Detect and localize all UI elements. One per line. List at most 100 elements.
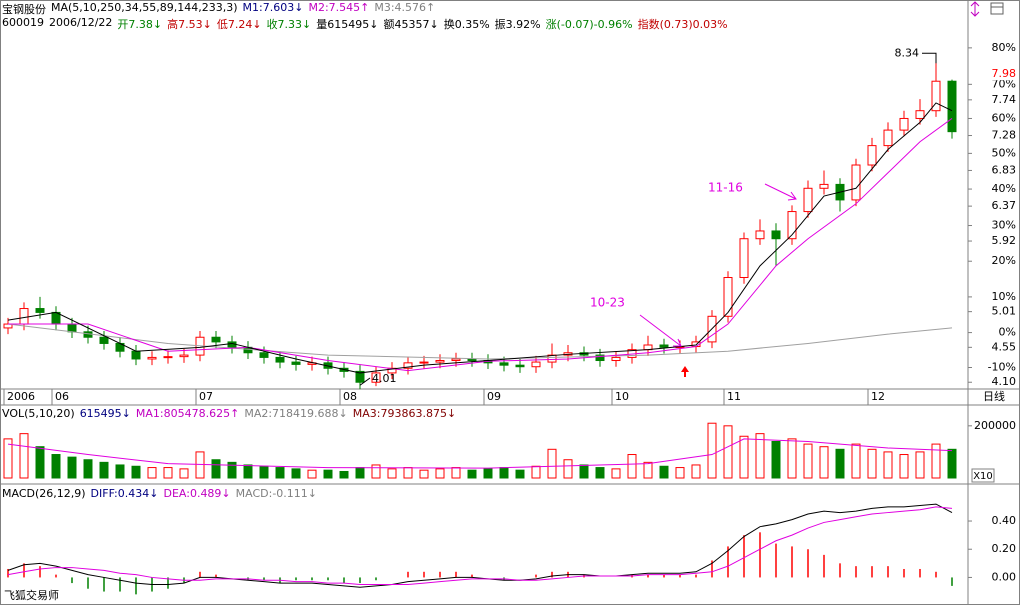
candle-body — [531, 361, 541, 368]
header-item: 振3.92% — [494, 18, 541, 31]
header-item: 额45357↓ — [383, 18, 439, 31]
volume-bar — [131, 465, 141, 479]
volume-bar — [179, 468, 189, 479]
candle-body — [467, 358, 477, 362]
scale-box[interactable] — [971, 468, 995, 483]
header-item: MA2:718419.688↓ — [244, 407, 348, 420]
volume-bar — [547, 448, 557, 479]
header-item: 高7.53↓ — [167, 18, 212, 31]
volume-bar — [627, 454, 637, 479]
candle-body — [131, 350, 141, 360]
y-tick-label: 7.28 — [992, 129, 1017, 142]
y-tick-label: 0% — [999, 326, 1016, 339]
y-tick-label: 50% — [992, 146, 1016, 159]
volume-bar — [291, 468, 301, 479]
candle-body — [819, 183, 829, 189]
volume-bar — [435, 468, 445, 479]
y-tick-label: 20% — [992, 254, 1016, 267]
y-tick-label: 60% — [992, 111, 1016, 124]
candle-body — [259, 352, 269, 358]
y-tick-label: 0.20 — [992, 542, 1017, 555]
volume-bar — [675, 467, 685, 479]
volume-bar — [163, 467, 173, 479]
volume-bar — [947, 448, 957, 479]
header-item: M1:7.603↓ — [242, 1, 304, 14]
volume-bar — [451, 467, 461, 479]
scroll-icon[interactable] — [970, 1, 980, 17]
candle-body — [211, 336, 221, 343]
volume-scale-label: X10 — [973, 471, 993, 482]
last-price-bg — [984, 68, 1017, 81]
candle-body — [771, 230, 781, 240]
volume-bar — [243, 464, 253, 479]
line — [7, 506, 953, 585]
header-item: 量615495↓ — [316, 18, 379, 31]
header-item: 2006/12/22 — [49, 16, 113, 29]
volume-bar — [931, 443, 941, 479]
volume-bar — [819, 446, 829, 479]
macd-header: MACD(26,12,9) DIFF:0.434↓ DEA:0.489↓ MACD:-… — [2, 487, 317, 500]
volume-bar — [595, 467, 605, 479]
volume-bar — [787, 438, 797, 479]
volume-bar — [483, 468, 493, 479]
volume-bar — [67, 456, 77, 479]
x-tick-label: 11 — [727, 390, 741, 403]
volume-bar — [275, 467, 285, 479]
candle-body — [435, 360, 445, 363]
volume-bar — [371, 464, 381, 479]
header-item: 换0.35% — [443, 18, 490, 31]
header-item: MACD(26,12,9) — [2, 487, 86, 500]
header-item: M3:4.576↑ — [374, 1, 436, 14]
candle-body — [451, 358, 461, 362]
header-item: 615495↓ — [79, 407, 131, 420]
volume-bar — [211, 459, 221, 479]
volume-bar — [499, 467, 509, 479]
y-tick-label: 10% — [992, 290, 1016, 303]
annotation-line — [359, 377, 371, 386]
volume-bar — [899, 454, 909, 479]
volume-bar — [691, 464, 701, 479]
candle-body — [499, 362, 509, 366]
volume-bar — [563, 459, 573, 479]
volume-bar — [835, 448, 845, 479]
volume-bar — [355, 467, 365, 479]
x-tick-label: 12 — [871, 390, 885, 403]
y-tick-label: -10% — [988, 361, 1016, 374]
y-tick-label: 6.83 — [992, 163, 1017, 176]
volume-bar — [515, 469, 525, 479]
annotation-arrow — [639, 314, 682, 347]
y-tick-label: 200000 — [974, 419, 1016, 432]
volume-bar — [739, 435, 749, 479]
volume-bar — [35, 446, 45, 479]
x-tick-label: 2006 — [7, 390, 35, 403]
volume-bar — [259, 465, 269, 479]
header-item: 指数(0.73)0.03% — [637, 18, 728, 31]
header-line: 600019 2006/12/22 开7.38↓ 高7.53↓ 低7.24↓ 收7.33↓… — [2, 16, 728, 32]
line — [7, 102, 953, 374]
y-tick-label: 4.10 — [992, 375, 1017, 388]
header-item: M2:7.545↑ — [308, 1, 370, 14]
y-tick-label: 0.00 — [992, 570, 1017, 583]
candle-body — [739, 238, 749, 279]
volume-bar — [803, 443, 813, 479]
volume-bar — [467, 469, 477, 479]
y-tick-label: 0.40 — [992, 514, 1017, 527]
volume-bar — [323, 469, 333, 479]
header-item: 涨(-0.07)-0.96% — [545, 18, 633, 31]
candle-body — [659, 344, 669, 348]
annotation: 4.01 — [372, 372, 397, 385]
window-icon[interactable] — [990, 2, 1004, 15]
candle-body — [163, 356, 173, 359]
candle-body — [755, 230, 765, 240]
annotation: 8.34 — [895, 46, 920, 59]
header-item: VOL(5,10,20) — [2, 407, 75, 420]
header-item: 开7.38↓ — [117, 18, 163, 31]
volume-bar — [643, 461, 653, 479]
volume-bar — [883, 451, 893, 479]
period-label: 日线 — [983, 389, 1005, 403]
line — [7, 323, 953, 360]
volume-bar — [851, 443, 861, 479]
candle-body — [291, 361, 301, 365]
